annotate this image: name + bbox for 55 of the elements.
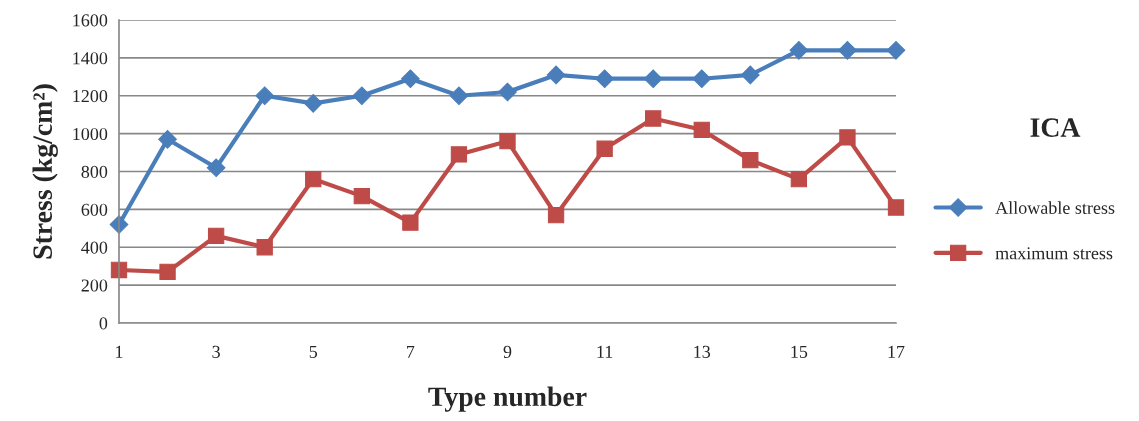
- legend-label: Allowable stress: [995, 201, 1115, 214]
- point: [255, 86, 275, 106]
- y-tick-label: 1400: [73, 52, 108, 65]
- point: [352, 86, 372, 106]
- point: [886, 40, 906, 60]
- x-tick-label: 3: [212, 345, 220, 358]
- point: [789, 40, 809, 60]
- x-tick-label: 1: [116, 345, 123, 358]
- point: [546, 65, 566, 85]
- point: [595, 69, 614, 89]
- point: [645, 110, 662, 127]
- x-tick-label: 13: [694, 345, 711, 358]
- x-tick-label: 5: [309, 345, 318, 358]
- x-tick-label: 15: [791, 345, 808, 358]
- y-tick-label: 1000: [73, 127, 108, 141]
- point: [740, 65, 760, 85]
- point: [159, 263, 176, 281]
- point: [256, 239, 273, 256]
- point: [839, 129, 856, 146]
- y-tick-label: 400: [81, 241, 108, 254]
- point: [449, 86, 469, 106]
- point: [692, 69, 712, 89]
- legend-label: maximum stress: [995, 247, 1113, 260]
- x-tick-label: 11: [597, 345, 613, 358]
- x-axis-title: Type number: [428, 386, 587, 412]
- y-tick-label: 800: [81, 165, 108, 178]
- point: [693, 121, 710, 138]
- x-tick-label: 7: [407, 345, 415, 358]
- point: [838, 40, 857, 60]
- point: [353, 187, 370, 205]
- y-tick-label: 600: [81, 203, 108, 216]
- y-tick-label: 1200: [73, 90, 108, 103]
- text: ICA: [1030, 118, 1081, 137]
- y-tick-label: 0: [99, 317, 108, 330]
- y-tick-label: 1600: [73, 14, 108, 27]
- point: [498, 82, 517, 102]
- point: [207, 227, 225, 245]
- point: [742, 151, 759, 169]
- point: [402, 214, 419, 231]
- point: [305, 170, 322, 188]
- point: [887, 199, 905, 216]
- point: [547, 206, 565, 224]
- x-tick-label: 9: [503, 345, 512, 358]
- point: [303, 93, 323, 113]
- point: [401, 69, 420, 89]
- point: [499, 133, 516, 150]
- point: [158, 129, 177, 149]
- x-tick-label: 17: [888, 345, 905, 358]
- point: [790, 170, 808, 188]
- point: [450, 146, 468, 163]
- y-axis-title: Stress (kg/cm²): [32, 84, 58, 259]
- point: [643, 69, 663, 89]
- point: [596, 140, 613, 157]
- point: [206, 158, 226, 178]
- y-tick-label: 200: [81, 279, 108, 292]
